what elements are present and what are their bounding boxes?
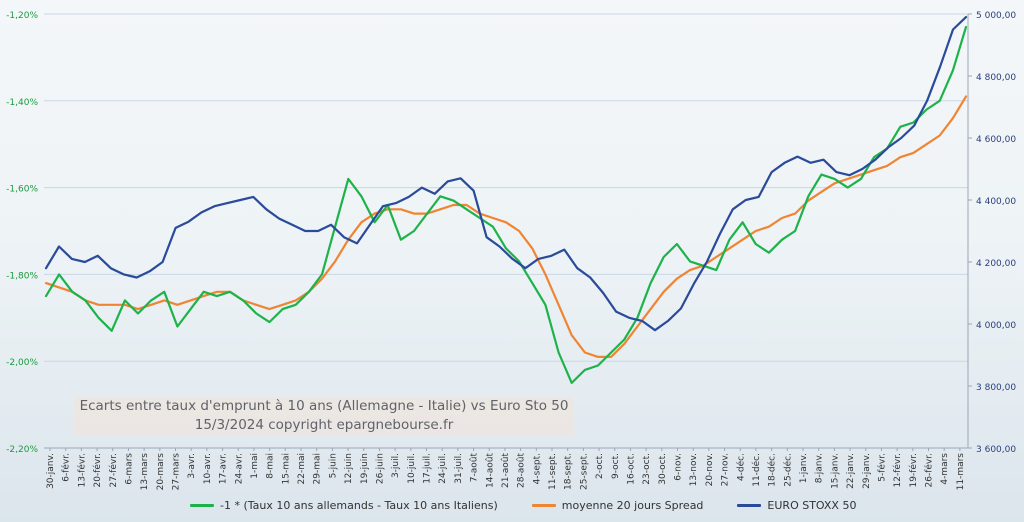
x-tick-label-11: 17-avr.	[219, 453, 229, 484]
left-tick-label-0: -1,20%	[6, 11, 38, 21]
x-tick-label-2: 13-févr.	[76, 453, 87, 487]
x-tick-label-34: 25-sept.	[579, 453, 589, 490]
x-tick-label-31: 4-sept.	[532, 453, 542, 484]
x-tick-label-18: 5-juin	[328, 453, 338, 478]
x-tick-label-36: 9-oct.	[611, 453, 621, 479]
x-tick-label-54: 12-févr.	[892, 453, 903, 487]
right-tick-label-0: 5 000,00	[976, 11, 1016, 21]
x-tick-label-22: 3-juil.	[391, 453, 401, 478]
x-tick-label-25: 24-juil.	[438, 453, 448, 484]
x-tick-label-17: 29-mai	[313, 453, 323, 484]
x-tick-label-33: 18-sept.	[564, 453, 574, 490]
x-tick-label-16: 22-mai	[297, 453, 307, 484]
x-tick-label-55: 19-févr.	[908, 453, 919, 487]
x-tick-label-9: 3-avr.	[187, 453, 197, 479]
x-tick-label-26: 31-juil.	[454, 453, 464, 484]
x-tick-label-30: 28-août	[517, 453, 527, 488]
x-tick-label-43: 27-nov.	[721, 453, 731, 486]
x-tick-label-29: 21-août	[501, 453, 511, 488]
x-tick-label-10: 10-avr.	[203, 453, 213, 484]
chart-title: Ecarts entre taux d'emprunt à 10 ans (Al…	[79, 398, 569, 414]
right-tick-label-7: 3 600,00	[976, 445, 1016, 455]
x-tick-label-56: 26-févr.	[924, 453, 935, 487]
x-tick-label-12: 24-avr.	[234, 453, 244, 484]
x-tick-label-58: 11-mars	[956, 453, 966, 491]
legend-item-moving-average: moyenne 20 jours Spread	[531, 498, 704, 512]
x-tick-label-32: 11-sept.	[548, 453, 558, 490]
x-tick-label-15: 15-mai	[281, 453, 291, 484]
x-tick-label-20: 19-juin	[360, 453, 370, 484]
x-tick-label-37: 16-oct.	[626, 453, 636, 485]
x-tick-label-6: 13-mars	[140, 453, 150, 491]
x-tick-label-8: 27-mars	[172, 453, 182, 491]
x-tick-label-7: 20-mars	[156, 453, 166, 491]
chart-subtitle: 15/3/2024 copyright epargnebourse.fr	[194, 417, 454, 433]
left-tick-label-3: -1,80%	[6, 271, 38, 281]
legend-label-spread: -1 * (Taux 10 ans allemands - Taux 10 an…	[220, 498, 498, 512]
x-tick-label-48: 1-janv.	[799, 453, 809, 483]
eurostoxx-line	[44, 16, 968, 332]
x-tick-label-35: 2-oct.	[595, 453, 605, 479]
x-tick-label-4: 27-févr.	[108, 453, 119, 487]
x-tick-label-27: 7-août	[470, 453, 480, 483]
spread-line	[44, 25, 968, 384]
legend-swatch-spread	[190, 503, 214, 507]
x-tick-label-21: 26-juin	[375, 453, 385, 484]
x-tick-label-3: 20-févr.	[92, 453, 103, 487]
chart-legend: -1 * (Taux 10 ans allemands - Taux 10 an…	[190, 495, 890, 515]
x-tick-label-28: 14-août	[485, 453, 495, 488]
x-tick-label-44: 4-déc.	[735, 453, 746, 481]
right-tick-label-6: 3 800,00	[976, 383, 1016, 393]
right-tick-label-5: 4 000,00	[976, 321, 1016, 331]
legend-swatch-moving-average	[531, 503, 556, 507]
x-tick-label-51: 22-janv.	[846, 453, 856, 489]
legend-item-eurostoxx: EURO STOXX 50	[737, 499, 856, 512]
right-tick-label-4: 4 200,00	[976, 259, 1016, 269]
x-tick-label-24: 17-juil.	[423, 453, 433, 484]
left-tick-label-4: -2,00%	[6, 358, 38, 368]
x-tick-label-49: 8-janv.	[815, 453, 825, 483]
x-tick-label-41: 13-nov.	[689, 453, 699, 486]
x-tick-label-38: 23-oct.	[642, 453, 652, 485]
x-tick-label-46: 18-déc.	[767, 453, 778, 487]
right-tick-label-2: 4 600,00	[976, 135, 1016, 145]
x-tick-label-23: 10-juil.	[407, 453, 417, 484]
x-tick-label-40: 6-nov.	[674, 453, 684, 481]
legend-item-spread: -1 * (Taux 10 ans allemands - Taux 10 an…	[190, 499, 498, 512]
right-tick-label-1: 4 800,00	[976, 73, 1016, 83]
x-tick-label-19: 12-juin	[344, 453, 354, 484]
left-tick-label-2: -1,60%	[6, 185, 38, 195]
legend-label-moving-average: moyenne 20 jours Spread	[561, 498, 704, 512]
x-tick-label-39: 30-oct.	[658, 453, 668, 485]
right-tick-label-3: 4 400,00	[976, 197, 1016, 207]
left-tick-label-5: -2,20%	[6, 445, 38, 455]
x-tick-label-53: 5-févr.	[876, 453, 887, 482]
x-tick-label-5: 6-mars	[124, 453, 134, 485]
x-tick-label-13: 1-mai	[250, 453, 260, 479]
legend-label-eurostoxx: EURO STOXX 50	[767, 498, 857, 512]
x-tick-label-57: 4-mars	[940, 453, 950, 485]
x-tick-label-0: 30-janv.	[46, 453, 56, 489]
chart-caption: Ecarts entre taux d'emprunt à 10 ans (Al…	[74, 397, 574, 435]
x-tick-label-42: 20-nov.	[705, 453, 715, 486]
x-tick-label-50: 15-janv.	[830, 453, 840, 489]
legend-swatch-eurostoxx	[737, 503, 762, 507]
left-tick-label-1: -1,40%	[6, 98, 38, 108]
x-tick-label-1: 6-févr.	[61, 453, 72, 482]
x-tick-label-47: 25-déc.	[782, 453, 793, 487]
x-tick-label-52: 29-janv.	[862, 453, 872, 489]
x-tick-label-14: 8-mai	[266, 453, 276, 479]
x-tick-label-45: 11-déc.	[751, 453, 762, 487]
